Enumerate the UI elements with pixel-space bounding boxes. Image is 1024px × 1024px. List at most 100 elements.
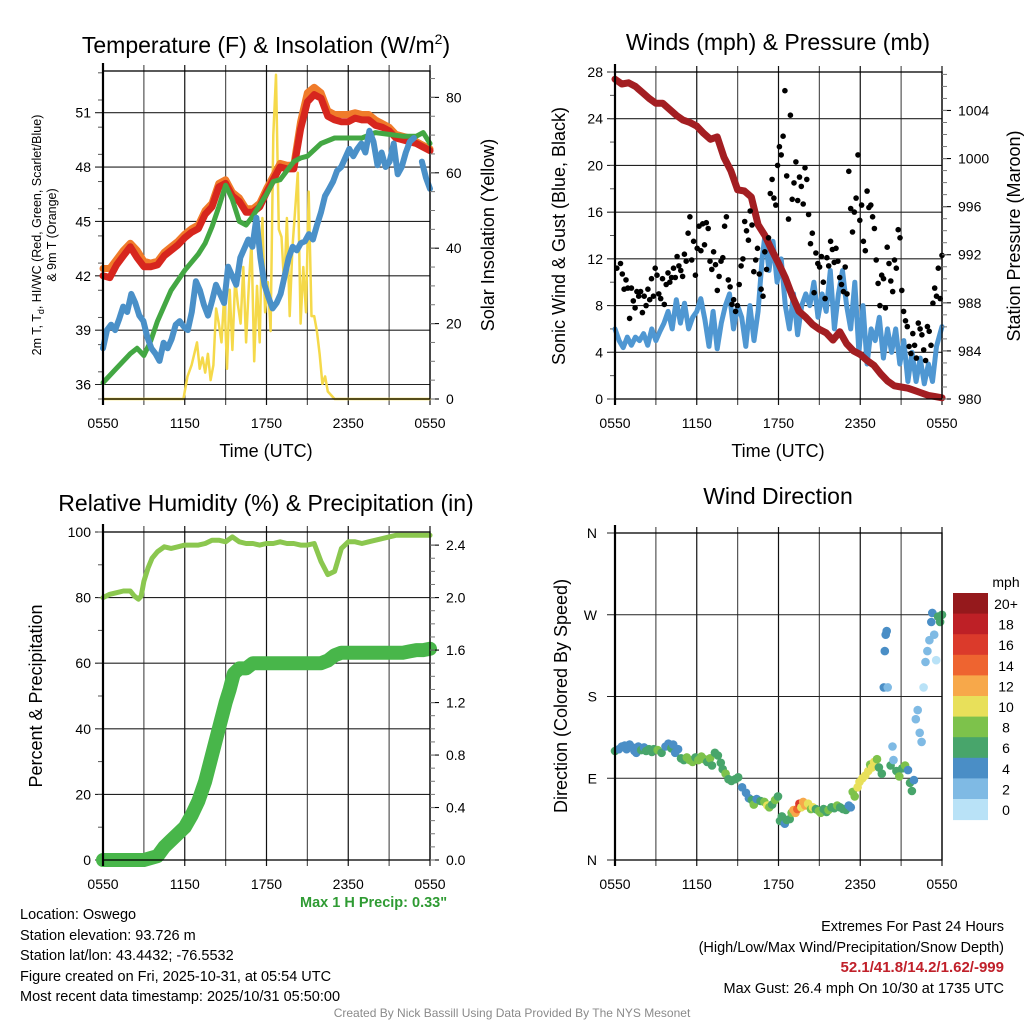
gust-point: [732, 308, 739, 315]
gust-point: [767, 190, 774, 197]
y-tick-label: 8: [595, 298, 603, 314]
gust-point: [807, 240, 814, 247]
direction-point: [921, 657, 930, 667]
extremes-title: Extremes For Past 24 Hours: [821, 919, 1004, 935]
gust-point: [910, 330, 916, 337]
gust-point: [762, 249, 768, 255]
y2-tick-label: 2.0: [446, 590, 466, 606]
gust-point: [873, 257, 879, 263]
recent-data-text: Most recent data timestamp: 2025/10/31 0…: [20, 989, 341, 1005]
gust-point: [641, 293, 647, 300]
direction-tick-label: N: [587, 525, 597, 541]
gust-point: [827, 238, 834, 245]
direction-point: [909, 775, 919, 785]
gust-point: [745, 237, 752, 243]
y2-tick-label: 0.8: [446, 747, 466, 763]
direction-point: [907, 786, 917, 796]
gust-point: [714, 287, 721, 294]
gust-point: [820, 279, 827, 286]
gust-point: [860, 238, 867, 245]
y2-tick-label: 80: [446, 89, 462, 105]
direction-point: [713, 751, 723, 760]
gust-point: [743, 228, 750, 234]
gust-point: [813, 250, 819, 256]
gust-point: [751, 268, 757, 275]
gust-point: [842, 264, 848, 270]
x-tick-label: 1750: [763, 415, 794, 431]
gust-point: [674, 253, 680, 260]
gust-point: [738, 263, 744, 269]
gust-point: [858, 202, 865, 208]
gust-point: [676, 263, 682, 269]
x-tick-label: 2350: [845, 415, 876, 431]
y2-tick-label: 60: [446, 165, 462, 181]
direction-tick-label: S: [588, 689, 597, 705]
gust-point: [847, 205, 854, 212]
x-tick-label: 1750: [251, 876, 282, 892]
gust-point: [721, 223, 728, 229]
temperature-panel: Temperature (F) & Insolation (W/m2) 0550…: [30, 31, 498, 461]
x-tick-label: 1750: [763, 876, 794, 892]
gust-point: [665, 270, 671, 276]
colorbar-swatch: [953, 757, 988, 779]
winds-ylabel: Sonic Wind & Gust (Blue, Black): [549, 107, 569, 365]
x-tick-label: 2350: [333, 876, 364, 892]
gust-point: [897, 235, 903, 241]
direction-point: [733, 773, 743, 782]
x-tick-label: 0550: [87, 415, 118, 431]
extremes-values: 52.1/41.8/14.2/1.62/-999: [840, 959, 1004, 976]
winds-xlabel: Time (UTC): [731, 441, 824, 461]
y2-tick-label: 1004: [958, 102, 989, 118]
y-tick-label: 45: [75, 213, 91, 229]
gust-point: [769, 176, 775, 183]
gust-point: [846, 168, 852, 175]
direction-point: [931, 655, 941, 665]
colorbar-swatch: [953, 696, 988, 718]
speed-colorbar: 20+ 18 16 14 12 10 8 6 4 2 0: [953, 593, 1018, 821]
gust-point: [906, 343, 912, 350]
colorbar-swatch: [953, 737, 988, 759]
gust-point: [626, 315, 633, 322]
gust-point: [619, 271, 626, 277]
direction-point: [903, 765, 913, 775]
gust-point: [703, 219, 710, 226]
gust-point: [652, 265, 658, 272]
y-tick-label: 40: [75, 721, 91, 737]
gust-point: [692, 272, 699, 279]
gust-point: [805, 211, 812, 218]
gust-point: [935, 265, 942, 272]
gust-point: [639, 309, 646, 316]
gust-point: [679, 273, 686, 280]
station-info: Location: Oswego Station elevation: 93.7…: [20, 905, 340, 1008]
extremes-info: Extremes For Past 24 Hours (High/Low/Max…: [699, 917, 1004, 999]
credit-text: Created By Nick Bassill Using Data Provi…: [333, 1006, 691, 1020]
gust-point: [915, 320, 922, 326]
colorbar-swatch: [953, 799, 988, 821]
gust-point: [659, 275, 666, 282]
gust-point: [736, 281, 742, 288]
latlon-text: Station lat/lon: 43.4432; -76.5532: [20, 948, 234, 964]
temperature-y2label: Solar Insolation (Yellow): [478, 139, 498, 331]
x-tick-label: 0550: [87, 876, 118, 892]
gust-point: [811, 289, 817, 296]
humidity-panel: Relative Humidity (%) & Precipitation (i…: [26, 490, 474, 892]
temperature-ylabel-line2: & 9m T (Orange): [45, 188, 59, 281]
direction-tick-label: N: [587, 852, 597, 868]
y-tick-label: 20: [75, 786, 91, 802]
gust-point: [818, 253, 825, 260]
gust-point: [922, 357, 929, 364]
colorbar-label: 2: [1002, 781, 1010, 797]
gust-point: [913, 355, 920, 361]
gust-point: [707, 258, 713, 265]
gust-point: [778, 152, 784, 158]
gust-point: [900, 308, 907, 315]
gust-point: [849, 229, 856, 235]
gust-point: [782, 87, 788, 94]
gust-point: [780, 133, 786, 139]
gust-point: [891, 257, 898, 263]
colorbar-swatch: [953, 634, 988, 656]
wind-direction-ylabel: Direction (Colored By Speed): [551, 579, 571, 813]
gust-point: [809, 230, 816, 236]
gust-point: [740, 256, 746, 262]
